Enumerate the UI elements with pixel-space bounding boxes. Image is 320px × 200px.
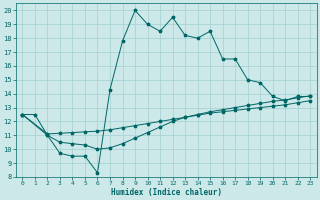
X-axis label: Humidex (Indice chaleur): Humidex (Indice chaleur) xyxy=(111,188,222,197)
